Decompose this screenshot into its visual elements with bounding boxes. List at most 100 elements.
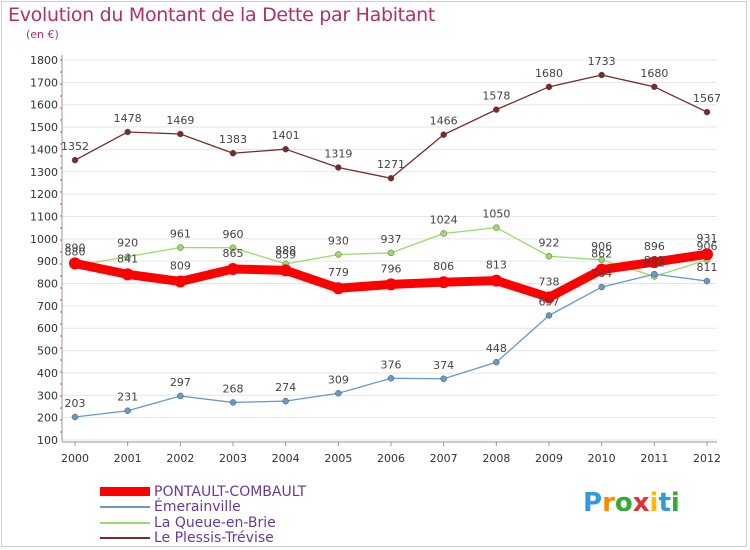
data-label: 880 bbox=[65, 246, 86, 259]
data-label: 888 bbox=[275, 244, 296, 257]
data-point bbox=[177, 130, 184, 138]
data-label: 1469 bbox=[166, 114, 194, 127]
data-point bbox=[282, 145, 289, 153]
proxiti-logo: Proxiti bbox=[583, 488, 680, 518]
logo-letter: x bbox=[632, 488, 650, 518]
data-label: 1567 bbox=[693, 92, 721, 105]
logo-letter: r bbox=[602, 488, 615, 518]
legend-swatch bbox=[100, 537, 150, 540]
data-label: 896 bbox=[644, 240, 665, 253]
y-tick-label: 1600 bbox=[30, 99, 58, 112]
data-label: 920 bbox=[117, 237, 138, 250]
legend-label: Émerainville bbox=[154, 499, 241, 516]
logo-letter: o bbox=[614, 488, 633, 518]
data-label: 842 bbox=[644, 254, 665, 267]
data-point bbox=[71, 413, 79, 421]
data-point bbox=[332, 282, 345, 295]
data-label: 930 bbox=[328, 234, 349, 247]
data-label: 796 bbox=[381, 262, 402, 275]
x-tick-label: 2012 bbox=[693, 452, 721, 465]
data-point bbox=[385, 278, 397, 291]
data-point bbox=[69, 257, 81, 270]
data-point bbox=[229, 149, 237, 157]
y-tick-label: 1800 bbox=[30, 54, 58, 67]
legend-swatch bbox=[100, 487, 150, 497]
data-label: 374 bbox=[433, 359, 454, 372]
data-point bbox=[490, 274, 503, 287]
data-point bbox=[440, 131, 447, 138]
data-label: 309 bbox=[328, 373, 349, 386]
legend-item: La Queue-en-Brie bbox=[100, 515, 306, 531]
data-point bbox=[335, 390, 342, 397]
data-label: 1680 bbox=[640, 67, 668, 80]
x-tick-label: 2006 bbox=[377, 452, 405, 465]
x-tick-label: 2010 bbox=[588, 452, 616, 465]
data-label: 1680 bbox=[535, 67, 563, 80]
data-point bbox=[651, 83, 658, 91]
y-tick-label: 1500 bbox=[30, 121, 58, 134]
data-point bbox=[703, 108, 711, 116]
data-point bbox=[177, 392, 184, 400]
data-point bbox=[545, 312, 553, 319]
y-tick-label: 1000 bbox=[30, 233, 58, 246]
y-tick-label: 1400 bbox=[30, 143, 58, 156]
data-point bbox=[703, 277, 711, 285]
data-label: 779 bbox=[328, 266, 349, 279]
data-label: 931 bbox=[697, 232, 718, 245]
y-tick-label: 1200 bbox=[30, 188, 58, 201]
data-label: 806 bbox=[433, 260, 454, 273]
x-tick-label: 2011 bbox=[640, 452, 668, 465]
legend-item: Le Plessis-Trévise bbox=[100, 530, 306, 546]
data-point bbox=[335, 251, 342, 258]
x-tick-label: 2001 bbox=[114, 452, 142, 465]
data-point bbox=[177, 244, 184, 251]
y-tick-label: 1100 bbox=[30, 210, 58, 223]
data-label: 1319 bbox=[324, 148, 352, 161]
data-point bbox=[493, 224, 500, 231]
data-point bbox=[440, 375, 447, 383]
data-label: 657 bbox=[539, 295, 560, 308]
y-tick-label: 300 bbox=[37, 389, 58, 402]
data-label: 841 bbox=[117, 252, 138, 265]
data-label: 1383 bbox=[219, 133, 247, 146]
data-label: 231 bbox=[117, 391, 138, 404]
data-point bbox=[124, 253, 131, 260]
x-tick-label: 2005 bbox=[324, 452, 352, 465]
data-point bbox=[598, 256, 605, 264]
y-tick-label: 900 bbox=[37, 255, 58, 268]
data-point bbox=[279, 264, 292, 277]
data-label: 859 bbox=[275, 248, 296, 261]
data-label: 1733 bbox=[588, 55, 616, 68]
legend-item: Émerainville bbox=[100, 499, 306, 516]
data-label: 1050 bbox=[482, 208, 510, 221]
logo-letter: i bbox=[670, 488, 680, 518]
data-point bbox=[701, 248, 713, 261]
data-point bbox=[174, 275, 187, 288]
x-tick-label: 2009 bbox=[535, 452, 563, 465]
chart-legend: PONTAULT-COMBAULT Émerainville La Queue-en… bbox=[100, 484, 306, 546]
data-label: 738 bbox=[539, 275, 560, 288]
data-point bbox=[227, 263, 239, 275]
data-label: 960 bbox=[223, 228, 244, 241]
y-tick-label: 400 bbox=[37, 367, 58, 380]
y-tick-label: 500 bbox=[37, 345, 58, 358]
data-label: 448 bbox=[486, 342, 507, 355]
data-point bbox=[229, 244, 237, 252]
data-point bbox=[387, 174, 395, 182]
data-point bbox=[595, 263, 608, 276]
data-point bbox=[651, 270, 658, 278]
data-label: 1024 bbox=[430, 213, 458, 226]
data-point bbox=[493, 358, 500, 366]
data-label: 811 bbox=[697, 261, 718, 274]
chart-title: Evolution du Montant de la Dette par Hab… bbox=[8, 4, 436, 26]
data-point bbox=[545, 253, 553, 260]
data-label: 1401 bbox=[272, 129, 300, 142]
x-tick-label: 2000 bbox=[61, 452, 89, 465]
data-label: 906 bbox=[697, 240, 718, 253]
legend-swatch bbox=[100, 521, 150, 524]
data-label: 268 bbox=[223, 382, 244, 395]
legend-label: La Queue-en-Brie bbox=[154, 514, 276, 531]
logo-letter: P bbox=[583, 488, 603, 518]
